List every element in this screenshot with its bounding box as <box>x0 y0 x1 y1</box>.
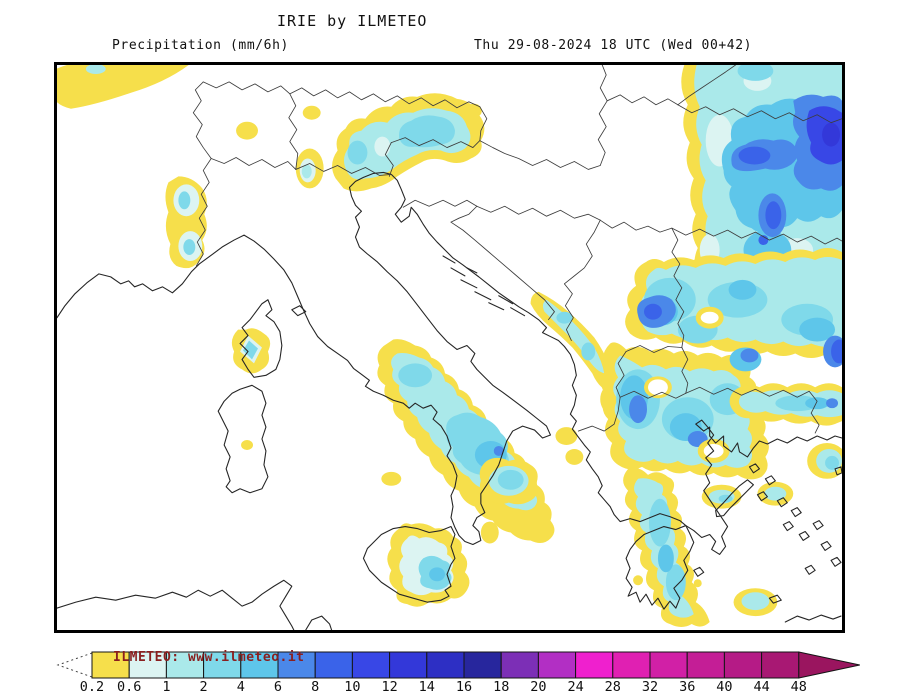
colorbar-tick-label: 12 <box>381 679 397 695</box>
colorbar-cell <box>650 652 687 678</box>
colorbar-tick-label: 36 <box>679 679 695 695</box>
colorbar-cell <box>315 652 352 678</box>
colorbar-cell <box>687 652 724 678</box>
colorbar-cell <box>613 652 650 678</box>
colorbar-tick-label: 0.6 <box>117 679 141 695</box>
colorbar-cell <box>427 652 464 678</box>
colorbar-tick-label: 4 <box>237 679 245 695</box>
colorbar-cell <box>762 652 799 678</box>
colorbar-cell <box>464 652 501 678</box>
colorbar-cell <box>724 652 761 678</box>
page-title: IRIE by ILMETEO <box>277 12 427 30</box>
colorbar-tick-label: 32 <box>642 679 658 695</box>
colorbar-tick-label: 1 <box>162 679 170 695</box>
colorbar-tick-label: 40 <box>716 679 732 695</box>
weather-map-page: IRIE by ILMETEO Precipitation (mm/6h) Th… <box>0 0 900 695</box>
colorbar-tick-label: 18 <box>493 679 509 695</box>
map-frame <box>54 62 845 633</box>
colorbar-underflow-arrow <box>58 653 92 677</box>
colorbar-overflow-arrow <box>799 652 860 678</box>
colorbar-tick-label: 2 <box>200 679 208 695</box>
colorbar-cell <box>576 652 613 678</box>
colorbar-tick-label: 44 <box>753 679 769 695</box>
colorbar-tick-label: 0.2 <box>80 679 104 695</box>
colorbar-cell <box>390 652 427 678</box>
colorbar-tick-label: 48 <box>791 679 807 695</box>
colorbar-tick-label: 8 <box>311 679 319 695</box>
colorbar-cell <box>501 652 538 678</box>
colorbar-cell <box>352 652 389 678</box>
map-svg <box>57 65 842 630</box>
colorbar-tick-label: 24 <box>567 679 583 695</box>
watermark-text: ILMETEO: www.ilmeteo.it <box>113 650 305 665</box>
colorbar-tick-label: 16 <box>456 679 472 695</box>
colorbar-tick-label: 28 <box>605 679 621 695</box>
colorbar-tick-label: 10 <box>344 679 360 695</box>
valid-time-label: Thu 29-08-2024 18 UTC (Wed 00+42) <box>474 38 752 53</box>
variable-label: Precipitation (mm/6h) <box>112 38 289 53</box>
colorbar-tick-label: 20 <box>530 679 546 695</box>
colorbar-tick-label: 6 <box>274 679 282 695</box>
colorbar-tick-label: 14 <box>419 679 435 695</box>
colorbar-cell <box>538 652 575 678</box>
